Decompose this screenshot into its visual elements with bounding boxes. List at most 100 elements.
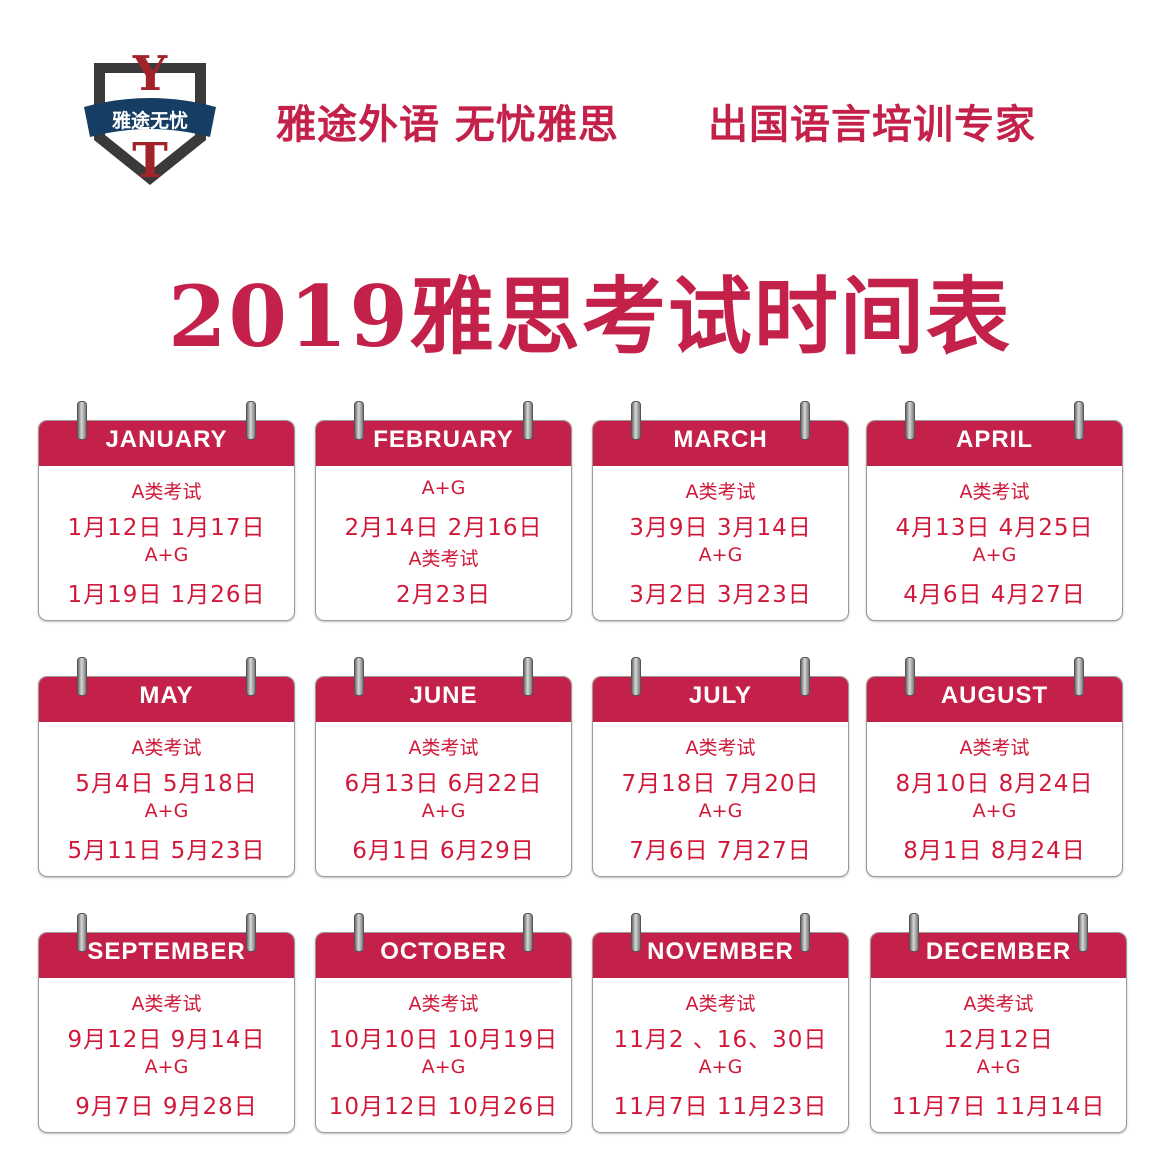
month-name: MARCH — [673, 426, 768, 453]
month-card-december: DECEMBER A类考试 12月12日 A+G 11月7日 11月14日 — [870, 913, 1127, 1133]
binder-ring-icon — [523, 401, 533, 440]
exam-dates: 12月12日 — [943, 1027, 1054, 1053]
exam-type-label: A+G — [972, 544, 1017, 566]
exam-type-label: A类考试 — [131, 993, 202, 1015]
exam-type-label: A类考试 — [685, 481, 756, 503]
binder-ring-icon — [77, 401, 87, 440]
card-body — [315, 420, 572, 621]
card-body — [38, 676, 295, 877]
exam-dates: 6月13日 6月22日 — [344, 771, 543, 797]
exam-dates: 6月1日 6月29日 — [352, 838, 535, 864]
exam-type-label: A+G — [421, 800, 466, 822]
exam-dates: 11月2 、16、30日 — [613, 1027, 828, 1053]
binder-ring-icon — [246, 913, 256, 952]
exam-type-label: A+G — [972, 800, 1017, 822]
exam-type-label: A类考试 — [685, 993, 756, 1015]
exam-dates: 7月6日 7月27日 — [629, 838, 812, 864]
binder-ring-icon — [523, 913, 533, 952]
binder-ring-icon — [77, 657, 87, 696]
exam-type-label: A+G — [144, 544, 189, 566]
binder-ring-icon — [800, 913, 810, 952]
exam-type-label: A类考试 — [408, 548, 479, 570]
month-card-september: SEPTEMBER A类考试 9月12日 9月14日 A+G 9月7日 9月28… — [38, 913, 295, 1133]
binder-ring-icon — [631, 913, 641, 952]
exam-type-label: A类考试 — [131, 737, 202, 759]
month-card-october: OCTOBER A类考试 10月10日 10月19日 A+G 10月12日 10… — [315, 913, 572, 1133]
exam-dates: 1月12日 1月17日 — [67, 515, 266, 541]
month-card-february: FEBRUARY A+G 2月14日 2月16日 A类考试 2月23日 — [315, 401, 572, 621]
exam-dates: 10月12日 10月26日 — [328, 1094, 559, 1120]
exam-dates: 8月10日 8月24日 — [895, 771, 1094, 797]
binder-ring-icon — [631, 401, 641, 440]
exam-type-label: A类考试 — [131, 481, 202, 503]
month-card-january: JANUARY A类考试 1月12日 1月17日 A+G 1月19日 1月26日 — [38, 401, 295, 621]
exam-type-label: A+G — [421, 1056, 466, 1078]
exam-type-label: A类考试 — [685, 737, 756, 759]
binder-ring-icon — [800, 401, 810, 440]
slogan-left: 雅途外语 无忧雅思 — [276, 102, 619, 148]
month-name: JUNE — [409, 682, 478, 709]
exam-dates: 3月9日 3月14日 — [629, 515, 812, 541]
month-card-august: AUGUST A类考试 8月10日 8月24日 A+G 8月1日 8月24日 — [866, 657, 1123, 877]
binder-ring-icon — [1074, 657, 1084, 696]
binder-ring-icon — [246, 657, 256, 696]
exam-dates: 7月18日 7月20日 — [621, 771, 820, 797]
month-card-november: NOVEMBER A类考试 11月2 、16、30日 A+G 11月7日 11月… — [592, 913, 849, 1133]
exam-type-label: A+G — [976, 1056, 1021, 1078]
month-name: DECEMBER — [925, 938, 1072, 965]
month-card-july: JULY A类考试 7月18日 7月20日 A+G 7月6日 7月27日 — [592, 657, 849, 877]
exam-type-label: A类考试 — [959, 737, 1030, 759]
exam-dates: 4月6日 4月27日 — [903, 582, 1086, 608]
exam-type-label: A+G — [698, 1056, 743, 1078]
month-name: JULY — [688, 682, 753, 709]
card-body — [866, 420, 1123, 621]
binder-ring-icon — [523, 657, 533, 696]
binder-ring-icon — [1074, 401, 1084, 440]
exam-dates: 10月10日 10月19日 — [328, 1027, 559, 1053]
exam-dates: 4月13日 4月25日 — [895, 515, 1094, 541]
binder-ring-icon — [1078, 913, 1088, 952]
binder-ring-icon — [77, 913, 87, 952]
binder-ring-icon — [905, 657, 915, 696]
page-title: 2019雅思考试时间表 — [168, 267, 1012, 366]
card-body — [38, 932, 295, 1133]
month-card-march: MARCH A类考试 3月9日 3月14日 A+G 3月2日 3月23日 — [592, 401, 849, 621]
month-card-april: APRIL A类考试 4月13日 4月25日 A+G 4月6日 4月27日 — [866, 401, 1123, 621]
month-name: APRIL — [956, 426, 1033, 453]
binder-ring-icon — [354, 401, 364, 440]
month-card-may: MAY A类考试 5月4日 5月18日 A+G 5月11日 5月23日 — [38, 657, 295, 877]
exam-dates: 1月19日 1月26日 — [67, 582, 266, 608]
binder-ring-icon — [905, 401, 915, 440]
exam-dates: 9月12日 9月14日 — [67, 1027, 266, 1053]
logo-text: 雅途无忧 — [112, 109, 188, 132]
exam-dates: 11月7日 11月23日 — [613, 1094, 828, 1120]
exam-type-label: A+G — [144, 800, 189, 822]
binder-ring-icon — [354, 913, 364, 952]
yatu-logo: Y T 雅途无忧 — [84, 46, 216, 189]
month-name: AUGUST — [940, 682, 1049, 709]
month-name: MAY — [139, 682, 194, 709]
binder-ring-icon — [246, 401, 256, 440]
exam-type-label: A+G — [698, 800, 743, 822]
exam-dates: 8月1日 8月24日 — [903, 838, 1086, 864]
card-body — [592, 932, 849, 1133]
month-name: NOVEMBER — [647, 938, 794, 965]
exam-dates: 3月2日 3月23日 — [629, 582, 812, 608]
month-name: OCTOBER — [380, 938, 507, 965]
binder-ring-icon — [909, 913, 919, 952]
binder-ring-icon — [800, 657, 810, 696]
month-name: SEPTEMBER — [87, 938, 246, 965]
exam-dates: 2月14日 2月16日 — [344, 515, 543, 541]
logo-letter-t: T — [132, 133, 168, 189]
logo-letter-y: Y — [132, 46, 168, 102]
binder-ring-icon — [354, 657, 364, 696]
exam-type-label: A+G — [698, 544, 743, 566]
month-name: FEBRUARY — [373, 426, 514, 453]
exam-dates: 11月7日 11月14日 — [891, 1094, 1106, 1120]
exam-type-label: A类考试 — [408, 737, 479, 759]
card-body — [870, 932, 1127, 1133]
exam-type-label: A+G — [144, 1056, 189, 1078]
exam-type-label: A类考试 — [963, 993, 1034, 1015]
binder-ring-icon — [631, 657, 641, 696]
exam-type-label: A类考试 — [959, 481, 1030, 503]
